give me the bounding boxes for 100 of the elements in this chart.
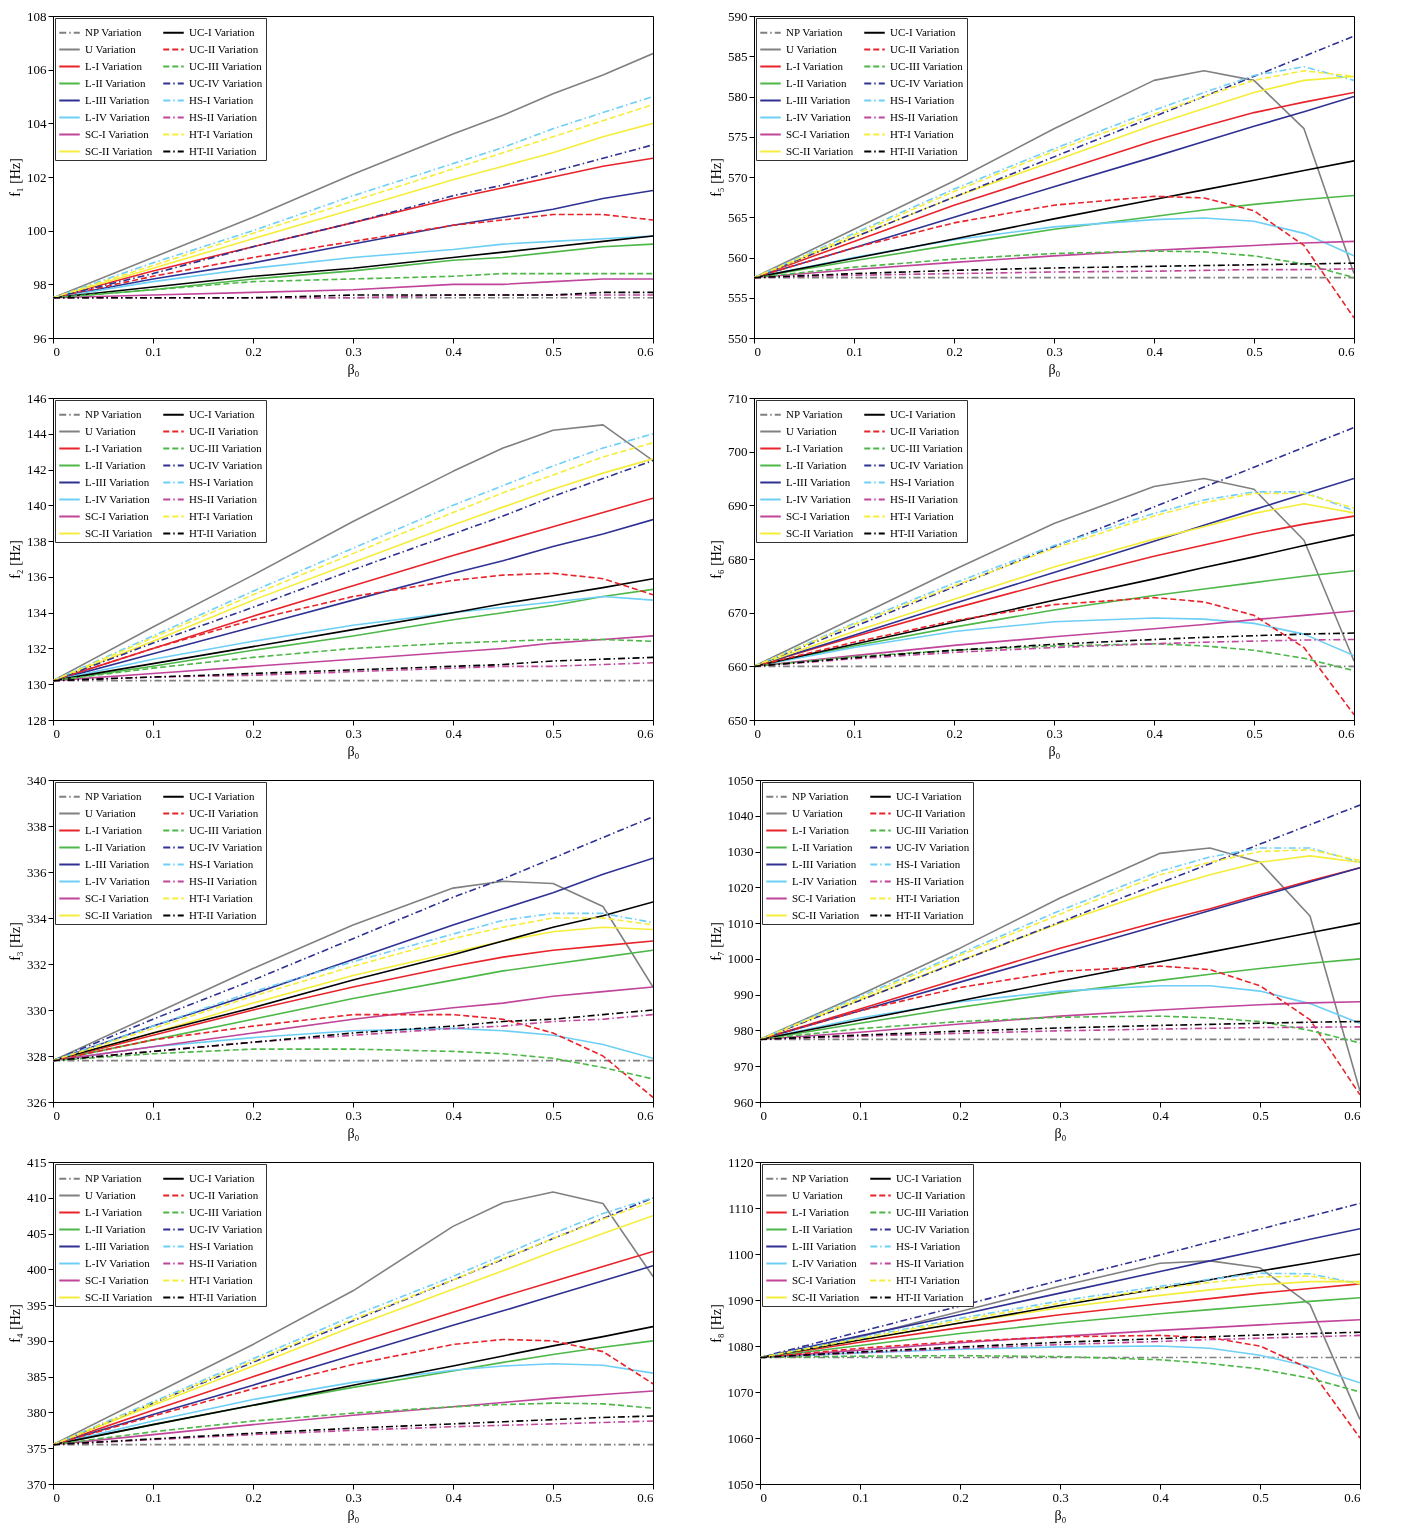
- legend-label: L-I Variation: [786, 59, 844, 72]
- y-tick-label: 395: [27, 1297, 47, 1313]
- legend-label: L-III Variation: [786, 93, 851, 106]
- legend-label: L-II Variation: [85, 458, 147, 471]
- y-tick-label: 400: [27, 1261, 47, 1277]
- y-tick-label: 690: [728, 497, 748, 513]
- legend-label: UC-I Variation: [189, 1171, 255, 1184]
- legend-label: UC-IV Variation: [189, 840, 263, 853]
- x-tick-label: 0.2: [946, 725, 963, 741]
- x-tick-label: 0.5: [1252, 1107, 1269, 1123]
- y-tick-label: 1100: [727, 1246, 754, 1262]
- legend-label: HT-I Variation: [189, 127, 254, 140]
- legend-label: L-III Variation: [786, 475, 851, 488]
- x-tick-label: 0: [53, 1107, 60, 1123]
- legend-label: L-IV Variation: [85, 110, 151, 123]
- x-tick-label: 0.1: [145, 1107, 162, 1123]
- y-axis-title: f₅ [Hz]: [709, 158, 724, 197]
- x-axis-title: β₀: [347, 743, 360, 759]
- x-axis-title: β₀: [1048, 743, 1061, 759]
- x-tick-label: 0.6: [1344, 1107, 1361, 1123]
- y-tick-label: 1060: [727, 1430, 754, 1446]
- legend-label: UC-III Variation: [896, 1205, 970, 1218]
- legend-label: HS-I Variation: [896, 1239, 961, 1252]
- x-axis-title: β₀: [1054, 1507, 1067, 1523]
- y-tick-label: 328: [27, 1048, 47, 1064]
- legend-label: NP Variation: [786, 25, 844, 38]
- x-tick-label: 0.5: [1252, 1489, 1269, 1505]
- x-tick-label: 0.1: [852, 1489, 869, 1505]
- legend-label: SC-I Variation: [792, 1273, 857, 1286]
- legend-label: L-I Variation: [85, 1205, 143, 1218]
- legend-label: L-II Variation: [786, 76, 848, 89]
- legend-label: U Variation: [792, 806, 844, 819]
- y-tick-label: 385: [27, 1369, 47, 1385]
- legend-label: L-I Variation: [85, 59, 143, 72]
- x-tick-label: 0.2: [245, 343, 262, 359]
- y-tick-label: 98: [33, 276, 47, 292]
- legend-label: UC-III Variation: [896, 823, 970, 836]
- x-axis-title: β₀: [347, 1125, 360, 1141]
- y-tick-label: 134: [27, 605, 47, 621]
- x-tick-label: 0.4: [445, 343, 463, 359]
- legend-label: U Variation: [786, 42, 838, 55]
- legend-label: SC-II Variation: [85, 526, 153, 539]
- legend-label: HS-II Variation: [890, 110, 959, 123]
- x-tick-label: 0.3: [1052, 1107, 1069, 1123]
- legend-label: HS-II Variation: [896, 1256, 965, 1269]
- legend-label: U Variation: [85, 806, 137, 819]
- x-tick-label: 0.5: [545, 725, 562, 741]
- legend-label: UC-II Variation: [189, 1188, 259, 1201]
- legend-label: UC-IV Variation: [189, 1222, 263, 1235]
- x-tick-label: 0.2: [946, 343, 963, 359]
- x-tick-label: 0.1: [145, 725, 162, 741]
- legend-label: L-III Variation: [85, 857, 150, 870]
- y-tick-label: 580: [728, 89, 748, 104]
- legend-label: HT-II Variation: [896, 1290, 965, 1303]
- y-tick-label: 138: [27, 533, 47, 549]
- y-tick-label: 650: [728, 712, 748, 728]
- y-tick-label: 140: [27, 497, 47, 513]
- legend-label: NP Variation: [786, 407, 844, 420]
- y-tick-label: 144: [27, 426, 47, 442]
- y-axis-title: f₁ [Hz]: [8, 158, 23, 197]
- legend-label: L-II Variation: [792, 1222, 854, 1235]
- x-tick-label: 0.5: [545, 1489, 562, 1505]
- legend-label: NP Variation: [792, 1171, 850, 1184]
- y-tick-label: 1020: [727, 879, 754, 895]
- y-tick-label: 336: [27, 864, 47, 880]
- x-tick-label: 0.2: [245, 1107, 262, 1123]
- x-tick-label: 0.4: [1146, 343, 1164, 359]
- legend-label: SC-II Variation: [792, 1290, 860, 1303]
- y-tick-label: 132: [27, 640, 47, 656]
- y-axis-title: f₈ [Hz]: [708, 1304, 724, 1343]
- x-tick-label: 0: [53, 343, 60, 359]
- legend-label: HS-I Variation: [890, 93, 955, 106]
- legend-label: HT-I Variation: [896, 1273, 961, 1286]
- x-tick-label: 0.6: [1338, 343, 1355, 359]
- legend-label: NP Variation: [85, 789, 143, 802]
- x-tick-label: 0.1: [145, 1489, 162, 1505]
- x-tick-label: 0.3: [345, 1107, 362, 1123]
- legend-label: L-III Variation: [792, 857, 857, 870]
- legend-label: U Variation: [792, 1188, 844, 1201]
- legend-label: UC-IV Variation: [189, 458, 263, 471]
- legend-label: UC-III Variation: [189, 441, 263, 454]
- legend-label: L-III Variation: [85, 93, 150, 106]
- legend-label: L-IV Variation: [85, 1256, 151, 1269]
- x-axis-title: β₀: [347, 1507, 360, 1523]
- legend-label: L-IV Variation: [792, 874, 858, 887]
- legend-label: UC-III Variation: [189, 823, 263, 836]
- y-tick-label: 128: [27, 712, 47, 728]
- x-tick-label: 0.1: [852, 1107, 869, 1123]
- legend-label: L-I Variation: [85, 823, 143, 836]
- y-tick-label: 700: [728, 444, 748, 460]
- x-tick-label: 0.1: [145, 343, 162, 359]
- x-tick-label: 0: [760, 1489, 767, 1505]
- legend-label: HS-II Variation: [189, 1256, 258, 1269]
- legend-label: L-II Variation: [85, 840, 147, 853]
- y-tick-label: 146: [27, 390, 47, 406]
- legend-label: SC-I Variation: [85, 509, 150, 522]
- legend-label: HS-II Variation: [896, 874, 965, 887]
- legend-label: HS-I Variation: [189, 1239, 254, 1252]
- legend-label: HT-I Variation: [890, 127, 955, 140]
- legend-label: SC-II Variation: [792, 908, 860, 921]
